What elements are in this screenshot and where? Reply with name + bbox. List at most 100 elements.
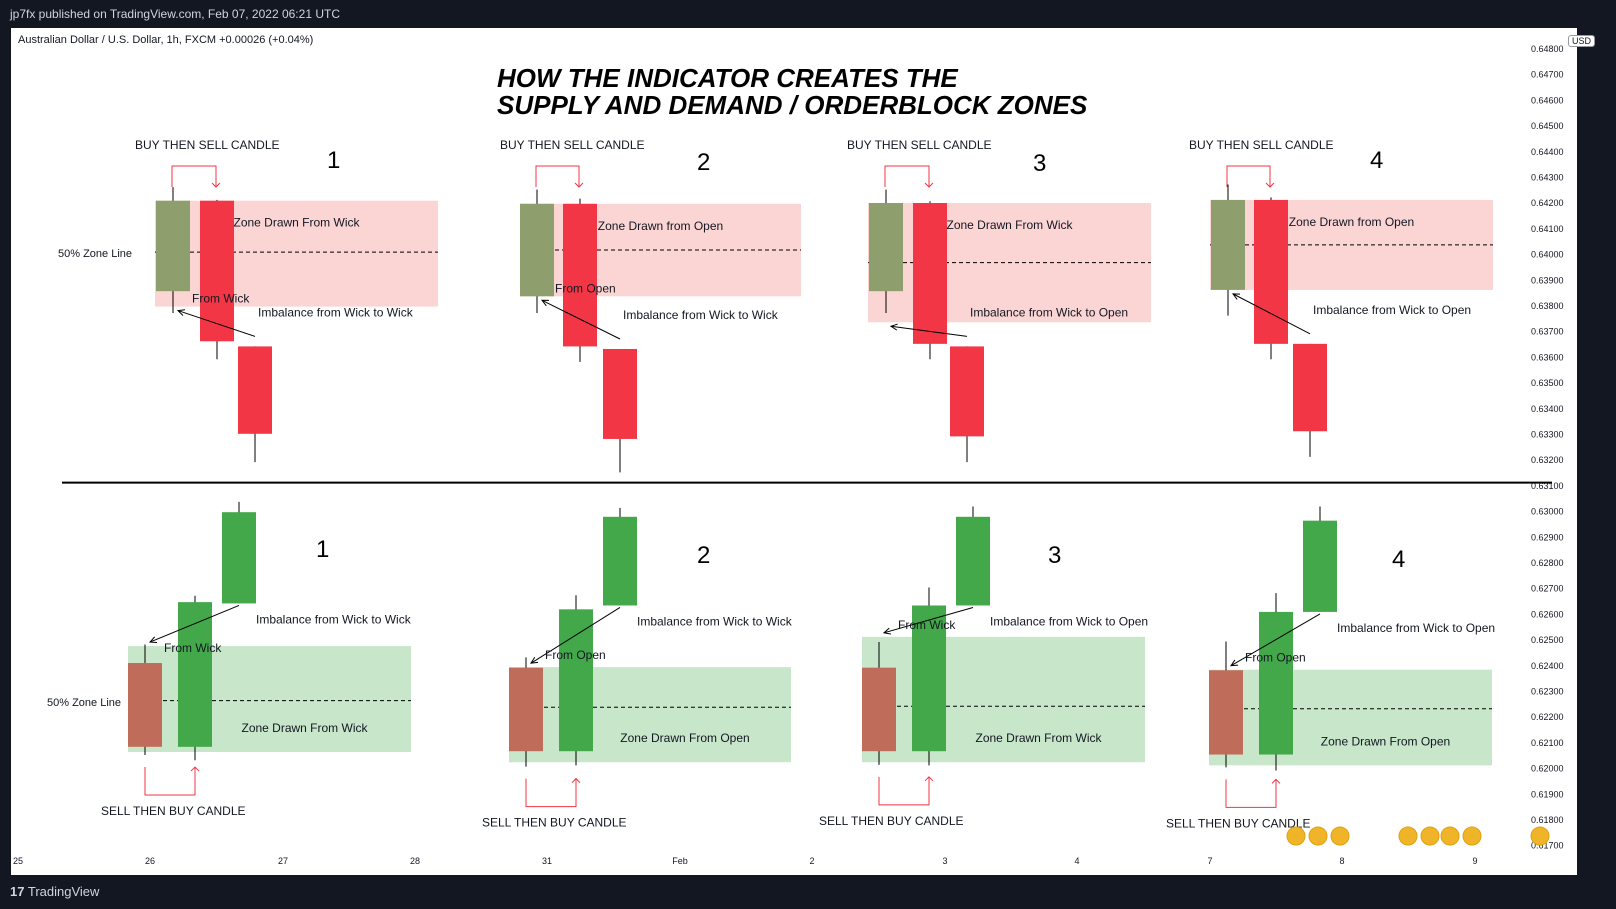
supply-2-bracket-arrowhead: [574, 182, 584, 188]
y-axis-tick-label: 0.64100: [1531, 224, 1564, 234]
footer-bar: 17 TradingView: [0, 875, 1616, 909]
supply-4-candle-label: BUY THEN SELL CANDLE: [1189, 138, 1334, 152]
supply-1-origin-label: From Wick: [192, 292, 250, 306]
demand-4-number: 4: [1392, 546, 1405, 573]
demand-4-imbalance-arrow-head: [1230, 659, 1239, 667]
demand-1-candle-sell: [128, 663, 162, 747]
supply-2-origin-label: From Open: [555, 281, 616, 295]
demand-2-bracket: [525, 778, 577, 808]
demand-1-bracket: [144, 767, 196, 796]
demand-4-bracket-arrowhead: [1271, 778, 1281, 784]
supply-4-zone-label: Zone Drawn from Open: [1289, 215, 1414, 229]
currency-badge[interactable]: USD: [1568, 35, 1596, 47]
demand-3-imbalance-label: Imbalance from Wick to Open: [990, 614, 1148, 628]
supply-3-candle-imbalance: [950, 346, 984, 437]
demand-4-imbalance-label: Imbalance from Wick to Open: [1337, 621, 1495, 635]
demand-3-origin-label: From Wick: [898, 618, 956, 632]
demand-3-candle-imbalance: [956, 516, 990, 606]
demand-3-candle-buy: [912, 605, 946, 752]
supply-4-bracket-arrowhead: [1265, 182, 1275, 188]
supply-3-imbalance-arrow-head: [889, 323, 898, 331]
demand-2-bracket-arrowhead: [571, 777, 581, 783]
demand-1-candle-label: SELL THEN BUY CANDLE: [101, 804, 246, 818]
demand-1-imbalance-arrow: [149, 604, 240, 643]
demand-4-candle-label: SELL THEN BUY CANDLE: [1166, 816, 1311, 830]
y-axis-tick-label: 0.62700: [1531, 584, 1564, 594]
y-axis-tick-label: 0.63500: [1531, 378, 1564, 388]
x-axis-tick-label: 3: [942, 856, 947, 866]
y-axis-tick-label: 0.62500: [1531, 635, 1564, 645]
y-axis-tick-label: 0.63200: [1531, 455, 1564, 465]
tradingview-logo-text[interactable]: TradingView: [27, 884, 100, 899]
demand-4-bracket: [1225, 779, 1277, 808]
y-axis-tick-label: 0.62200: [1531, 712, 1564, 722]
event-flag-icon: [1530, 826, 1550, 846]
y-axis-tick-label: 0.61800: [1531, 815, 1564, 825]
demand-2-imbalance-arrow-head: [530, 656, 539, 664]
supply-3-bracket-arrowhead: [924, 182, 934, 188]
chart-title-line-1: HOW THE INDICATOR CREATES THE: [497, 63, 958, 93]
y-axis-tick-label: 0.62300: [1531, 687, 1564, 697]
supply-1-candle-imbalance: [238, 346, 272, 434]
y-axis-tick-label: 0.63900: [1531, 275, 1564, 285]
y-axis-tick-label: 0.63100: [1531, 481, 1564, 491]
supply-1-candle-sell: [200, 200, 234, 342]
chart-title-line-2: SUPPLY AND DEMAND / ORDERBLOCK ZONES: [497, 90, 1088, 120]
demand-2-imbalance-label: Imbalance from Wick to Wick: [637, 614, 793, 628]
demand-1-number: 1: [316, 536, 329, 563]
demand-4-candle-imbalance: [1303, 520, 1337, 612]
supply-1-imbalance-arrow: [177, 310, 256, 337]
y-axis-tick-label: 0.64300: [1531, 173, 1564, 183]
demand-2-candle-imbalance: [603, 516, 637, 606]
supply-3-imbalance-arrow: [890, 325, 968, 337]
supply-2-candle-label: BUY THEN SELL CANDLE: [500, 138, 645, 152]
x-axis-tick-label: 31: [542, 856, 552, 866]
y-axis-tick-label: 0.64200: [1531, 198, 1564, 208]
demand-1-imbalance-label: Imbalance from Wick to Wick: [256, 612, 412, 626]
y-axis-tick-label: 0.62400: [1531, 661, 1564, 671]
y-axis-tick-label: 0.64600: [1531, 95, 1564, 105]
demand-2-imbalance-arrow: [530, 607, 621, 664]
symbol-legend[interactable]: Australian Dollar / U.S. Dollar, 1h, FXC…: [18, 34, 314, 46]
x-axis-tick-label: Feb: [672, 856, 688, 866]
supply-2-candle-sell: [563, 203, 597, 347]
supply-2-candle-imbalance: [603, 348, 637, 439]
supply-2-number: 2: [697, 149, 710, 176]
publish-line: jp7fx published on TradingView.com, Feb …: [10, 7, 340, 21]
demand-3-zone-label: Zone Drawn From Wick: [975, 731, 1102, 745]
x-axis-tick-label: 9: [1472, 856, 1477, 866]
y-axis-tick-label: 0.63300: [1531, 430, 1564, 440]
demand-4-candle-sell: [1209, 670, 1243, 755]
demand-2-zone: [509, 667, 791, 763]
x-axis-tick-label: 28: [410, 856, 420, 866]
supply-2-candle-buy: [520, 203, 554, 297]
y-axis-tick-label: 0.62900: [1531, 532, 1564, 542]
x-axis-tick-label: 26: [145, 856, 155, 866]
x-axis-tick-label: 2: [809, 856, 814, 866]
y-axis-tick-label: 0.61900: [1531, 789, 1564, 799]
demand-2-candle-buy: [559, 609, 593, 752]
x-axis-tick-label: 25: [13, 856, 23, 866]
demand-1-candle-imbalance: [222, 512, 256, 604]
y-axis-tick-label: 0.64400: [1531, 147, 1564, 157]
event-flag-icon: [1440, 826, 1460, 846]
y-axis-tick-label: 0.64700: [1531, 70, 1564, 80]
y-axis-tick-label: 0.64800: [1531, 44, 1564, 54]
supply-3-imbalance-label: Imbalance from Wick to Open: [970, 305, 1128, 319]
supply-4-number: 4: [1370, 147, 1383, 174]
demand-3-candle-sell: [862, 667, 896, 752]
x-axis-tick-label: 4: [1074, 856, 1079, 866]
demand-3-bracket-arrowhead: [924, 776, 934, 782]
demand-2-number: 2: [697, 542, 710, 569]
demand-4-imbalance-arrow: [1230, 613, 1321, 667]
demand-2-origin-label: From Open: [545, 648, 606, 662]
y-axis-tick-label: 0.62100: [1531, 738, 1564, 748]
demand-2-candle-sell: [509, 667, 543, 752]
y-axis-tick-label: 0.63000: [1531, 507, 1564, 517]
supply-4-imbalance-arrow-head: [1231, 293, 1241, 300]
publish-header: jp7fx published on TradingView.com, Feb …: [0, 0, 1616, 28]
demand-1-candle-buy: [178, 602, 212, 747]
demand-1-zone: [128, 646, 411, 752]
tradingview-logo-mark[interactable]: 17: [10, 884, 25, 899]
